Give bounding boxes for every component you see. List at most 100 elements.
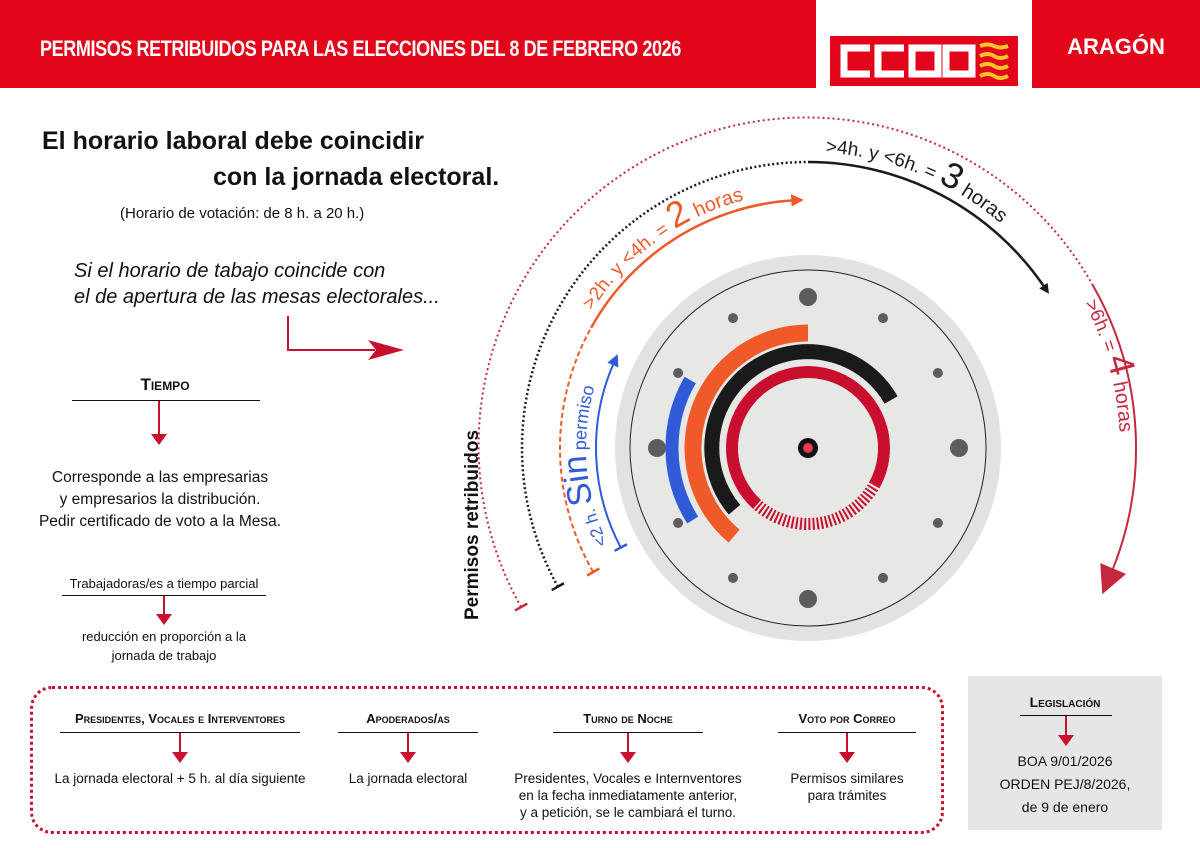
divider xyxy=(62,595,266,596)
condition-text: Si el horario de tabajo coincide con el … xyxy=(74,258,440,310)
label-sin-permiso: <2 h. Sin permiso xyxy=(556,383,611,550)
arrow-down-icon xyxy=(839,752,855,763)
part-time-line: jornada de trabajo xyxy=(111,648,217,663)
pointer-arrow xyxy=(287,316,404,360)
hour-marker-major xyxy=(799,590,817,608)
legislacion-line: de 9 de enero xyxy=(1021,799,1109,815)
ccoo-logo xyxy=(830,36,1018,86)
page-title: PERMISOS RETRIBUIDOS PARA LAS ELECCIONES… xyxy=(40,36,681,61)
arc-red-dotted xyxy=(477,116,1093,608)
clock-diagram: <2 h. Sin permiso >2h. y <4h. = 2 horas … xyxy=(462,116,1144,641)
arc-orange-arrow xyxy=(590,194,804,329)
hour-dots xyxy=(648,288,968,608)
voting-hours: (Horario de votación: de 8 h. a 20 h.) xyxy=(120,205,365,222)
case-line: y a petición, se le cambiará el turno. xyxy=(519,805,737,820)
divider xyxy=(553,732,703,733)
tiempo-line: y empresarios la distribución. xyxy=(59,491,261,508)
case-line: para trámites xyxy=(807,788,887,803)
case-title: Turno de Noche xyxy=(583,711,673,726)
arc-start-tick xyxy=(514,602,528,612)
arrow-line xyxy=(1065,716,1067,736)
hour-marker-major xyxy=(648,439,666,457)
arc-black-arrow xyxy=(807,160,1050,294)
arrow-down-icon xyxy=(151,434,167,445)
arc-orange-dashed xyxy=(559,327,595,573)
hour-marker-minor xyxy=(673,368,684,378)
band-black xyxy=(704,344,898,515)
divider xyxy=(778,732,916,733)
arrow-line xyxy=(407,733,409,753)
permisos-retribuidos-label: Permisos retribuidos xyxy=(462,430,483,620)
case-title: Presidentes, Vocales e Interventores xyxy=(74,711,286,726)
legislacion-text: BOA 9/01/2026 ORDEN PEJ/8/2026, de 9 de … xyxy=(968,750,1162,819)
hour-marker-major xyxy=(950,439,968,457)
case-text: La jornada electoral + 5 h. al día sigui… xyxy=(40,770,320,787)
arrow-line xyxy=(846,733,848,753)
band-red-hatched xyxy=(753,480,881,531)
arc-start-tick xyxy=(586,567,600,577)
band-blue xyxy=(665,376,699,524)
arrow-down-icon xyxy=(172,752,188,763)
arc-start-tick xyxy=(614,543,628,552)
label-4-horas: >6h. = 4 horas xyxy=(1080,296,1144,433)
divider xyxy=(1020,715,1112,716)
region-banner xyxy=(1032,0,1200,88)
legislacion-line: BOA 9/01/2026 xyxy=(1017,753,1113,769)
case-line: La jornada electoral xyxy=(348,771,468,786)
arrow-down-icon xyxy=(1058,735,1074,746)
arrow-line xyxy=(163,596,165,616)
band-orange xyxy=(684,324,809,543)
case-line: en la fecha inmediatamente anterior, xyxy=(518,788,738,803)
part-time-title: Trabajadoras/es a tiempo parcial xyxy=(69,576,259,591)
tiempo-text: Corresponde a las empresarias y empresar… xyxy=(20,467,300,533)
part-time-text: reducción en proporción a la jornada de … xyxy=(40,627,288,665)
hour-marker-major xyxy=(799,288,817,306)
arc-start-ticks xyxy=(514,543,628,612)
arc-start-tick xyxy=(551,582,565,592)
case-text: Permisos similares para trámites xyxy=(707,770,987,804)
arc-red-arrow xyxy=(1091,283,1138,595)
special-cases-box xyxy=(30,686,944,834)
arc-black-dotted xyxy=(520,160,809,588)
arrow-down-icon xyxy=(400,752,416,763)
hour-marker-minor xyxy=(932,518,943,528)
divider xyxy=(72,400,260,401)
divider xyxy=(60,732,300,733)
arrow-down-icon xyxy=(620,752,636,763)
divider xyxy=(338,732,478,733)
hour-marker-minor xyxy=(878,313,888,324)
hour-marker-minor xyxy=(728,572,738,583)
case-line: Permisos similares xyxy=(790,771,904,786)
hour-marker-minor xyxy=(728,313,738,324)
condition-line2: el de apertura de las mesas electorales.… xyxy=(74,286,440,308)
tiempo-title: Tiempo xyxy=(140,375,190,394)
legislacion-line: ORDEN PEJ/8/2026, xyxy=(999,776,1131,792)
arrow-down-icon xyxy=(156,614,172,625)
header-banner xyxy=(0,0,816,88)
case-line: Presidentes, Vocales e Internventores xyxy=(514,771,742,786)
arrow-line xyxy=(158,401,160,435)
tiempo-line: Corresponde a las empresarias xyxy=(51,469,269,486)
legislacion-panel xyxy=(968,676,1162,830)
case-line: La jornada electoral + 5 h. al día sigui… xyxy=(54,771,306,786)
label-3-horas: >4h. y <6h. = 3 horas xyxy=(825,137,1012,228)
headline-line2: con la jornada electoral. xyxy=(213,163,500,191)
case-text: Presidentes, Vocales e Internventores en … xyxy=(488,770,768,821)
arc-blue-arrow xyxy=(595,354,622,548)
case-title: Voto por Correo xyxy=(798,711,896,726)
clock-center-dot xyxy=(803,443,813,453)
band-red xyxy=(725,366,890,509)
hour-marker-minor xyxy=(932,368,943,378)
headline-line1: El horario laboral debe coincidir xyxy=(42,127,425,155)
arrow-line xyxy=(179,733,181,753)
condition-line1: Si el horario de tabajo coincide con xyxy=(74,260,386,282)
arrow-line xyxy=(627,733,629,753)
region-label: ARAGÓN xyxy=(1067,34,1165,59)
hour-marker-minor xyxy=(878,572,888,583)
case-text: La jornada electoral xyxy=(268,770,548,787)
tiempo-line: Pedir certificado de voto a la Mesa. xyxy=(38,513,282,530)
hour-marker-minor xyxy=(673,518,684,528)
case-title: Apoderados/as xyxy=(366,711,450,726)
legislacion-title: Legislación xyxy=(1029,694,1101,710)
part-time-line: reducción en proporción a la xyxy=(81,629,247,644)
